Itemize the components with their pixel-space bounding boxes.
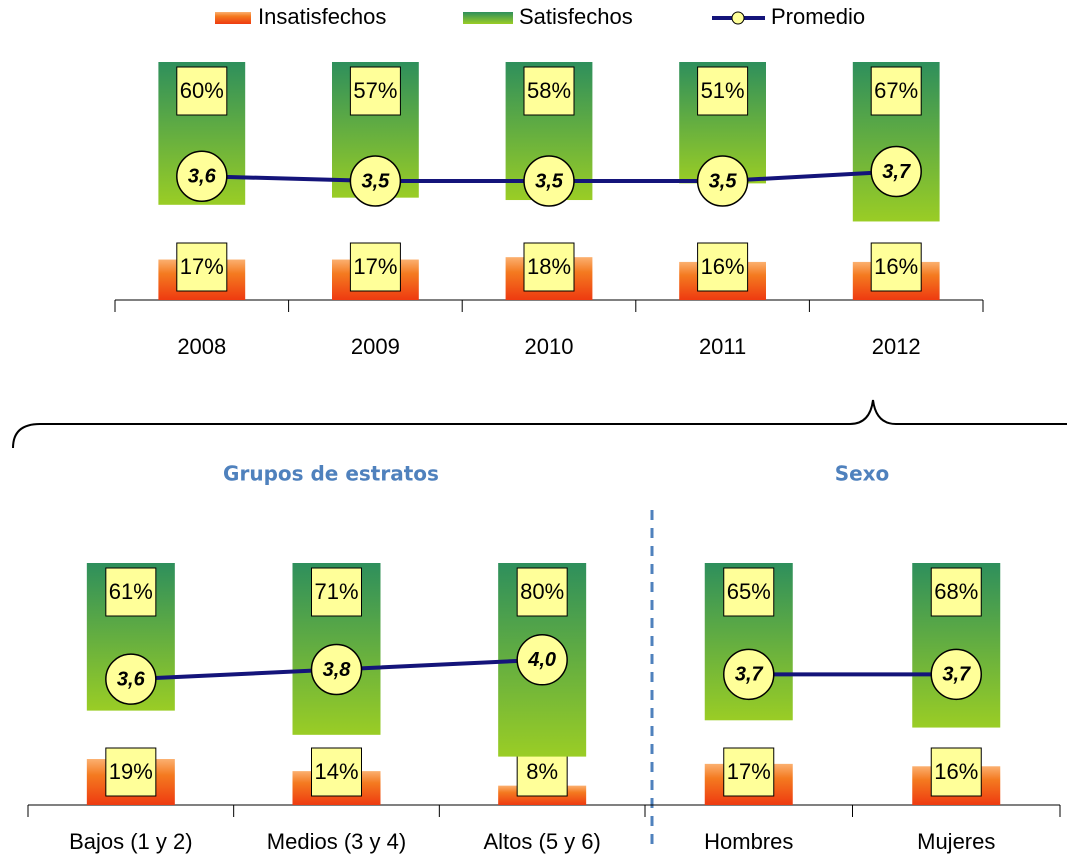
- data-label: 8%: [526, 759, 558, 784]
- label-box: [105, 567, 157, 617]
- label-box: [516, 567, 568, 617]
- label-box: [311, 567, 362, 617]
- point: [349, 155, 402, 207]
- data-label: 58%: [527, 78, 571, 103]
- data-label: 61%: [109, 579, 153, 604]
- label-box: [523, 66, 575, 116]
- label-box: [870, 242, 922, 292]
- x-tick-label: 2012: [872, 334, 921, 359]
- legend-label: Insatisfechos: [258, 4, 386, 29]
- data-label: 71%: [314, 579, 358, 604]
- group-title: Grupos de estratos: [223, 462, 439, 486]
- x-tick-label: Bajos (1 y 2): [69, 829, 193, 854]
- x-tick-label: Altos (5 y 6): [483, 829, 600, 854]
- x-tick-label: Mujeres: [917, 829, 995, 854]
- data-label: 17%: [180, 254, 224, 279]
- point: [696, 155, 749, 207]
- x-tick-label: Hombres: [704, 829, 793, 854]
- label-box: [930, 747, 982, 797]
- data-label: 51%: [701, 78, 745, 103]
- label-box: [311, 747, 362, 797]
- point: [930, 648, 982, 701]
- data-label: 3,5: [709, 170, 738, 192]
- data-label: 3,6: [117, 668, 146, 690]
- label-box: [697, 242, 749, 292]
- data-label: 68%: [934, 579, 978, 604]
- label-box: [349, 66, 401, 116]
- data-label: 3,5: [535, 170, 564, 192]
- point: [176, 150, 228, 202]
- legend-label: Promedio: [771, 4, 865, 29]
- data-label: 17%: [727, 759, 771, 784]
- x-tick-label: Medios (3 y 4): [267, 829, 406, 854]
- data-label: 4,0: [527, 649, 556, 671]
- data-label: 16%: [934, 759, 978, 784]
- x-tick-label: 2010: [525, 334, 574, 359]
- label-box: [723, 567, 775, 617]
- data-label: 17%: [353, 254, 397, 279]
- data-label: 3,8: [323, 659, 352, 681]
- point: [105, 653, 157, 705]
- point: [310, 643, 363, 696]
- data-label: 67%: [874, 78, 918, 103]
- legend: Insatisfechos Satisfechos Promedio: [215, 4, 865, 29]
- brace: [12, 399, 1067, 449]
- data-label: 18%: [527, 254, 571, 279]
- data-label: 60%: [180, 78, 224, 103]
- point: [516, 634, 568, 686]
- point: [870, 145, 922, 198]
- data-label: 3,7: [942, 664, 971, 686]
- group-title: Sexo: [835, 462, 890, 486]
- label-box: [349, 242, 401, 292]
- data-label: 3,6: [188, 166, 217, 188]
- label-box: [870, 66, 922, 116]
- data-label: 19%: [109, 759, 153, 784]
- legend-label: Satisfechos: [519, 4, 633, 29]
- legend-marker: [731, 11, 745, 25]
- data-label: 65%: [727, 579, 771, 604]
- label-box: [723, 747, 775, 797]
- data-label: 3,7: [882, 161, 911, 183]
- data-label: 3,7: [735, 664, 764, 686]
- label-box: [176, 66, 228, 116]
- legend-swatch: [215, 12, 251, 24]
- data-label: 14%: [314, 759, 358, 784]
- label-box: [105, 747, 157, 797]
- point: [723, 648, 775, 701]
- label-box: [523, 242, 575, 292]
- data-label: 57%: [353, 78, 397, 103]
- label-box: [697, 66, 749, 116]
- x-tick-label: 2011: [699, 334, 746, 359]
- data-label: 16%: [701, 254, 745, 279]
- data-label: 16%: [874, 254, 918, 279]
- x-tick-label: 2009: [351, 334, 400, 359]
- label-box: [176, 242, 228, 292]
- legend-swatch: [463, 12, 513, 24]
- x-tick-label: 2008: [177, 334, 226, 359]
- point: [523, 155, 575, 207]
- data-label: 3,5: [361, 170, 390, 192]
- label-box: [930, 567, 982, 617]
- data-label: 80%: [520, 579, 564, 604]
